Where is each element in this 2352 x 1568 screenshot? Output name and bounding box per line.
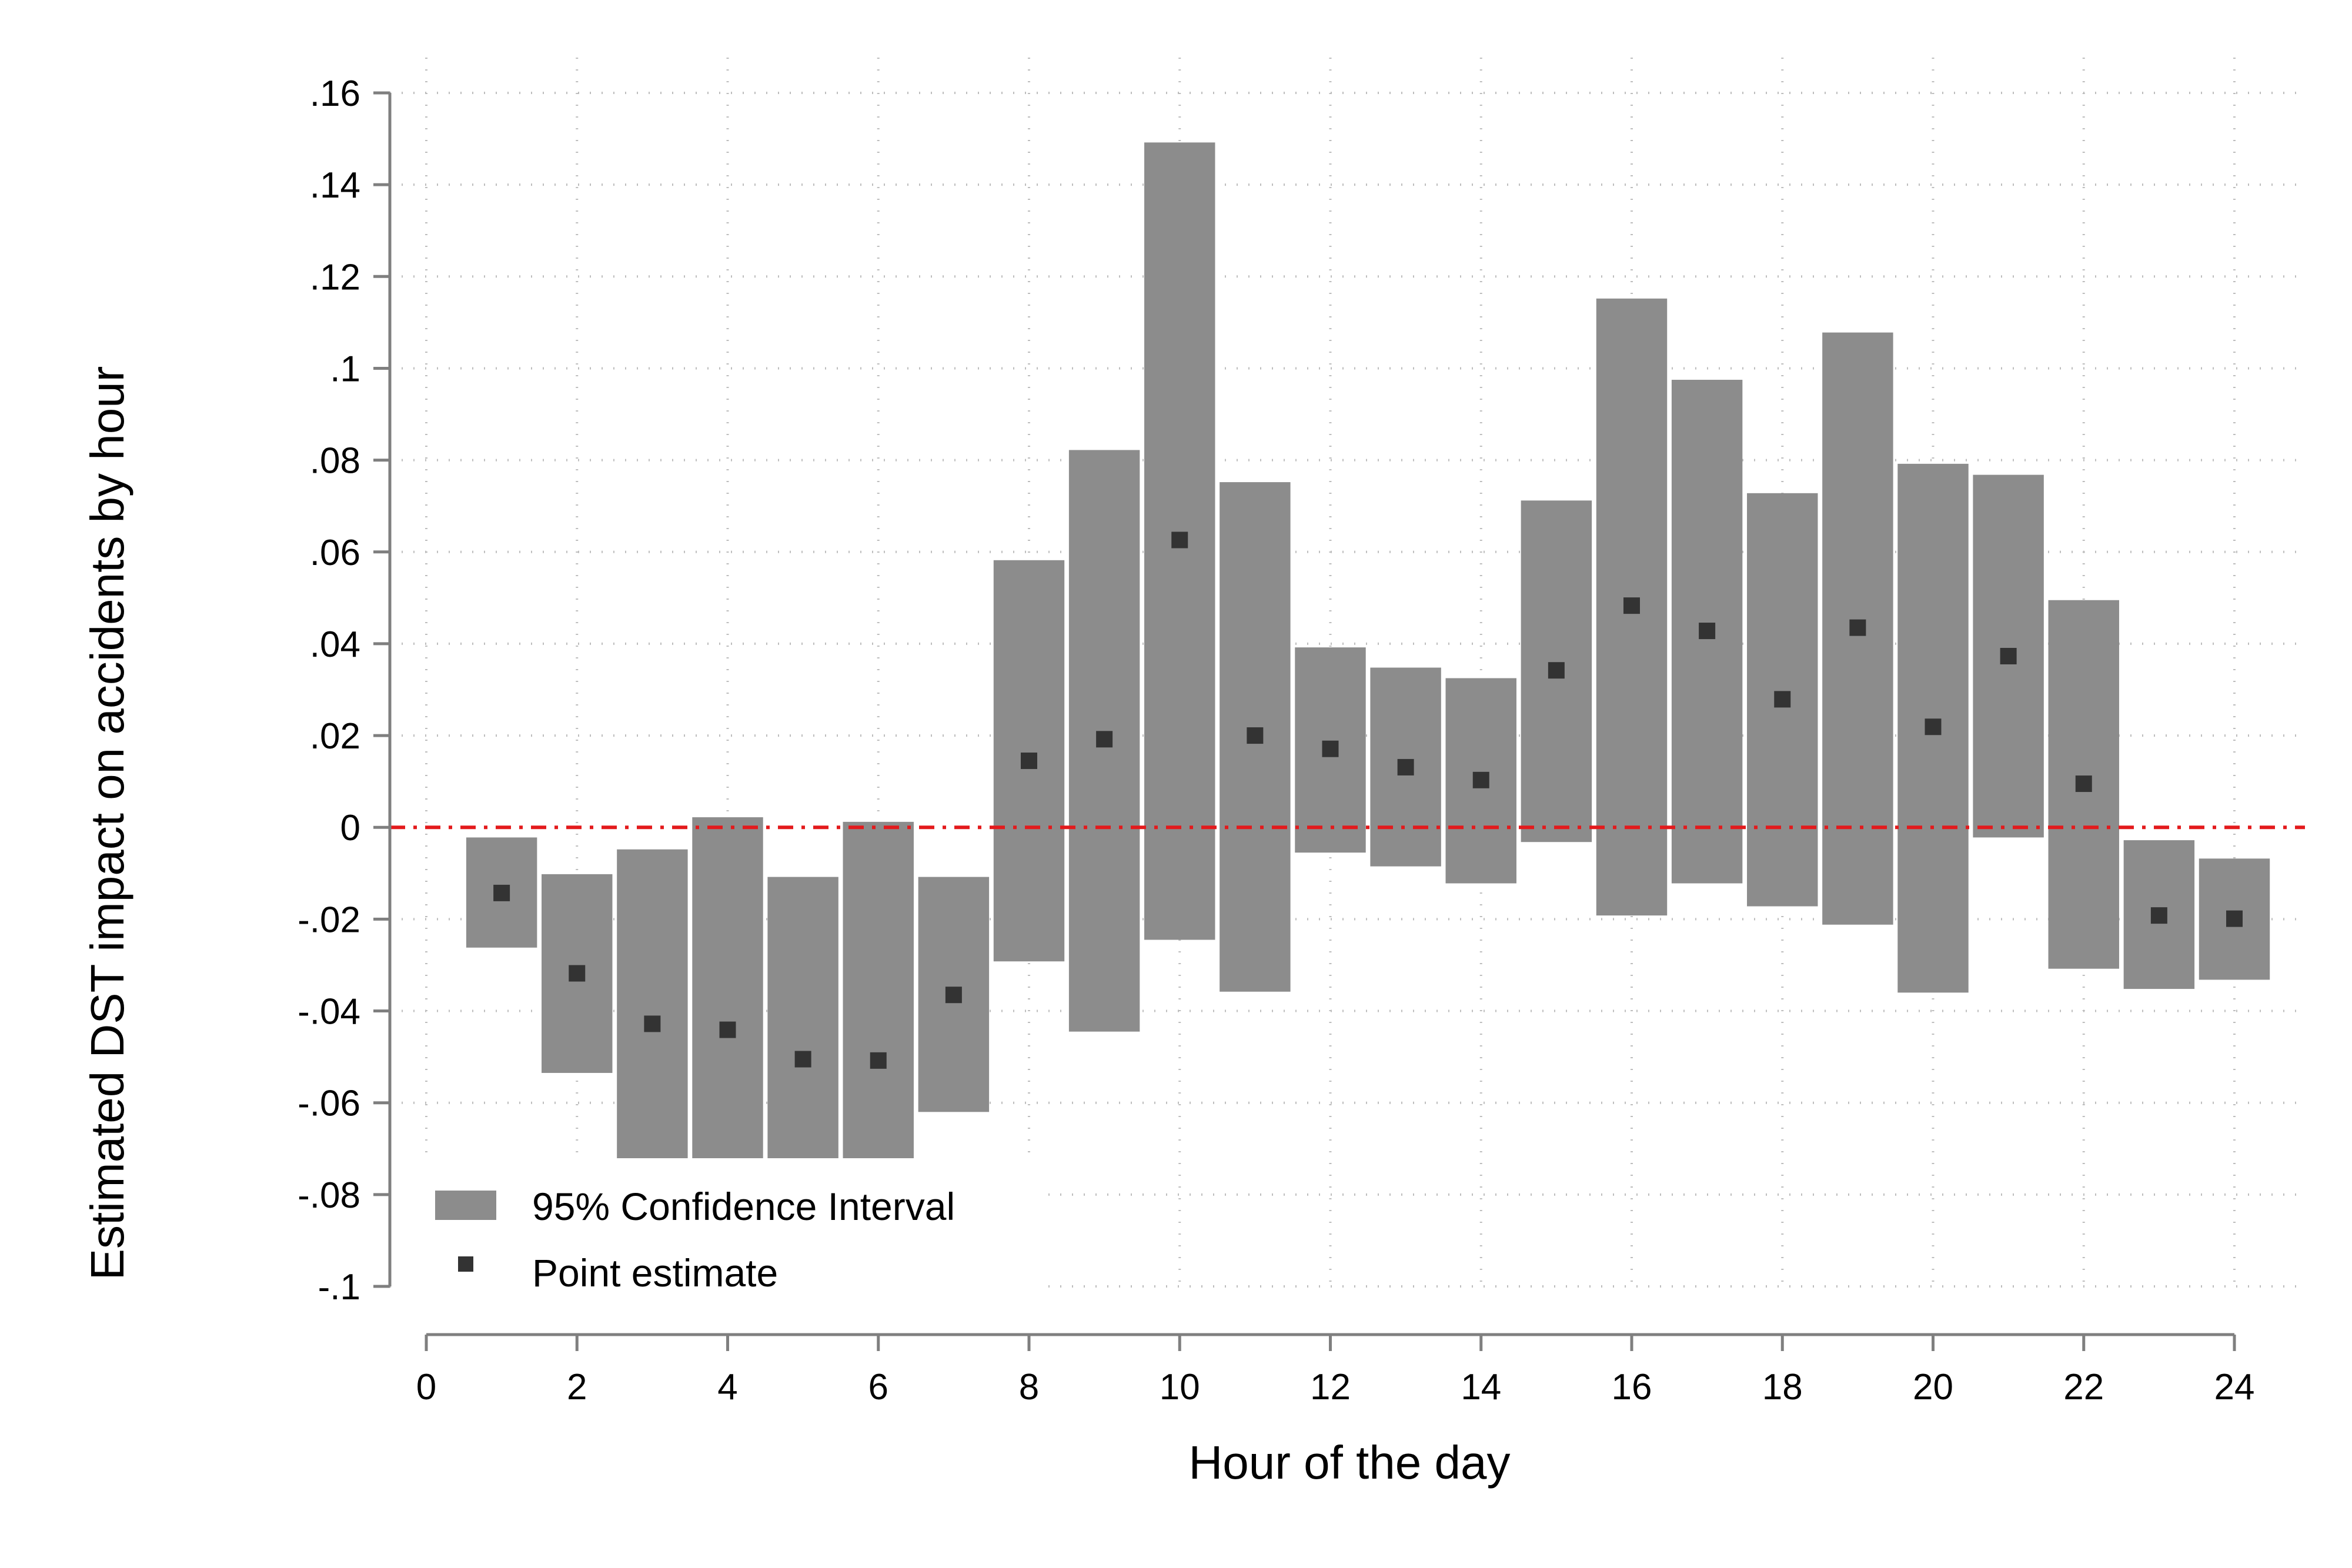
y-tick-label: .12 — [310, 257, 360, 297]
point-estimate-hour-6 — [870, 1052, 887, 1069]
y-tick-label: .04 — [310, 624, 360, 665]
y-tick-label: -.08 — [298, 1175, 360, 1216]
point-estimate-hour-22 — [2075, 775, 2092, 793]
point-estimate-hour-2 — [569, 965, 586, 982]
point-estimate-markers — [493, 531, 2243, 1069]
axes: .16 .14 .12 .1 .08 .06 .04 .02 0 -.02 -.04 -.06 -.08… — [298, 73, 2254, 1407]
y-tick-label: .16 — [310, 73, 360, 114]
x-tick-label: 14 — [1461, 1367, 1501, 1407]
legend-label-point: Point estimate — [532, 1251, 778, 1295]
x-tick-label: 18 — [1762, 1367, 1803, 1407]
x-tick-label: 12 — [1310, 1367, 1351, 1407]
y-tick-label: .02 — [310, 716, 360, 757]
point-estimate-hour-12 — [1322, 740, 1339, 757]
confidence-interval-bars — [466, 142, 2270, 1161]
point-estimate-hour-13 — [1397, 758, 1414, 775]
ci-bar-hour-3 — [617, 849, 688, 1161]
y-tick-label: .14 — [310, 165, 360, 206]
legend-swatch-ci — [435, 1191, 496, 1220]
ci-bar-hour-5 — [767, 877, 838, 1161]
point-estimate-hour-23 — [2150, 907, 2167, 924]
x-tick-label: 2 — [567, 1367, 587, 1407]
legend-background — [400, 1158, 1047, 1305]
point-estimate-hour-1 — [493, 884, 510, 901]
x-tick-label: 6 — [868, 1367, 888, 1407]
y-tick-label: .08 — [310, 441, 360, 482]
x-tick-label: 4 — [717, 1367, 737, 1407]
point-estimate-hour-7 — [945, 987, 962, 1004]
x-axis-title: Hour of the day — [1189, 1436, 1511, 1489]
point-estimate-hour-14 — [1472, 771, 1489, 788]
x-tick-label: 8 — [1019, 1367, 1039, 1407]
ci-bar-hour-4 — [692, 817, 763, 1161]
point-estimate-hour-9 — [1096, 731, 1113, 748]
point-estimate-hour-8 — [1021, 753, 1037, 770]
point-estimate-hour-20 — [1925, 718, 1942, 735]
point-estimate-hour-18 — [1774, 691, 1791, 708]
x-tick-label: 0 — [416, 1367, 436, 1407]
point-estimate-hour-3 — [644, 1015, 661, 1032]
legend-label-ci: 95% Confidence Interval — [532, 1185, 955, 1228]
x-tick-label: 20 — [1913, 1367, 1953, 1407]
y-tick-label: -.1 — [318, 1267, 360, 1308]
y-tick-label: .06 — [310, 533, 360, 573]
point-estimate-hour-19 — [1849, 619, 1866, 636]
y-tick-label: -.02 — [298, 900, 360, 940]
point-estimate-hour-4 — [719, 1021, 736, 1038]
y-tick-label: .1 — [330, 349, 360, 389]
point-estimate-hour-11 — [1247, 727, 1264, 744]
y-tick-label: -.04 — [298, 992, 360, 1032]
x-tick-label: 22 — [2063, 1367, 2104, 1407]
point-estimate-hour-5 — [794, 1051, 811, 1068]
y-tick-label: -.06 — [298, 1084, 360, 1124]
x-tick-label: 16 — [1612, 1367, 1652, 1407]
point-estimate-hour-17 — [1699, 623, 1716, 640]
point-estimate-hour-10 — [1171, 531, 1188, 549]
y-axis-title: Estimated DST impact on accidents by hou… — [81, 366, 133, 1281]
point-estimate-hour-15 — [1548, 662, 1565, 679]
y-tick-label: 0 — [340, 808, 360, 848]
legend: 95% Confidence Interval Point estimate — [400, 1158, 1047, 1305]
point-estimate-hour-24 — [2226, 910, 2243, 927]
x-tick-label: 24 — [2214, 1367, 2255, 1407]
point-estimate-hour-16 — [1623, 597, 1640, 614]
x-tick-label: 10 — [1160, 1367, 1200, 1407]
legend-swatch-point — [458, 1256, 473, 1272]
ci-bar-hour-6 — [843, 821, 914, 1161]
point-estimate-hour-21 — [2000, 648, 2017, 665]
